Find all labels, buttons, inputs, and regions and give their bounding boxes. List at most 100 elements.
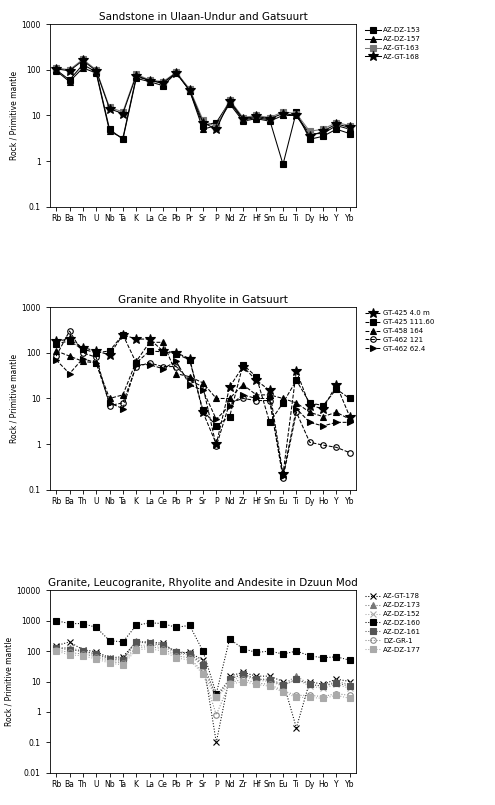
- AZ-DZ-161: [80, 646, 86, 656]
- Line: GT-462 121: GT-462 121: [53, 328, 352, 481]
- AZ-DZ-173: [147, 638, 152, 648]
- AZ-DZ-152: [160, 642, 166, 651]
- AZ-GT-178: [93, 647, 99, 657]
- Line: AZ-DZ-177: AZ-DZ-177: [53, 646, 352, 701]
- Y-axis label: Rock / Primitive mantle: Rock / Primitive mantle: [4, 637, 13, 726]
- GT-458 164: [240, 380, 246, 390]
- GT-462 121: [187, 375, 193, 385]
- GT-425 111.60: [347, 394, 353, 403]
- GT-425 111.60: [120, 330, 126, 340]
- DZ-GR-1: [227, 678, 233, 687]
- AZ-GT-178: [80, 645, 86, 654]
- GT-462 121: [147, 358, 152, 368]
- GT-458 164: [147, 337, 152, 347]
- AZ-DZ-173: [347, 679, 353, 689]
- AZ-DZ-153: [147, 76, 152, 86]
- AZ-GT-178: [173, 648, 179, 658]
- AZ-DZ-157: [227, 99, 233, 109]
- AZ-DZ-160: [307, 651, 313, 661]
- GT-425 111.60: [106, 346, 112, 356]
- AZ-DZ-157: [133, 72, 139, 81]
- AZ-DZ-157: [280, 110, 286, 120]
- GT-425 4.0 m: [294, 366, 299, 376]
- GT-462 62.4: [267, 394, 273, 403]
- GT-458 164: [253, 390, 259, 400]
- AZ-GT-178: [307, 677, 313, 687]
- GT-462 62.4: [200, 386, 206, 395]
- AZ-DZ-152: [253, 675, 259, 685]
- GT-462 121: [173, 361, 179, 371]
- AZ-DZ-153: [294, 107, 299, 117]
- GT-425 111.60: [334, 384, 340, 394]
- AZ-DZ-173: [240, 669, 246, 679]
- GT-425 111.60: [80, 345, 86, 354]
- GT-425 4.0 m: [200, 407, 206, 417]
- AZ-GT-163: [200, 115, 206, 125]
- AZ-DZ-177: [53, 646, 59, 656]
- GT-425 4.0 m: [106, 350, 112, 360]
- Line: DZ-GR-1: DZ-GR-1: [53, 644, 352, 718]
- GT-425 4.0 m: [280, 469, 286, 479]
- GT-458 164: [160, 337, 166, 347]
- AZ-GT-178: [200, 655, 206, 665]
- AZ-DZ-152: [213, 692, 219, 702]
- AZ-DZ-153: [133, 73, 139, 83]
- GT-462 121: [227, 398, 233, 407]
- AZ-DZ-160: [53, 616, 59, 625]
- GT-462 62.4: [66, 369, 72, 378]
- AZ-DZ-153: [93, 67, 99, 76]
- AZ-DZ-161: [133, 637, 139, 646]
- GT-462 121: [267, 396, 273, 406]
- GT-458 164: [227, 394, 233, 403]
- GT-462 62.4: [307, 418, 313, 427]
- AZ-DZ-177: [213, 692, 219, 702]
- GT-425 111.60: [200, 406, 206, 415]
- AZ-DZ-177: [253, 679, 259, 689]
- AZ-DZ-160: [106, 636, 112, 646]
- AZ-GT-168: [294, 110, 299, 120]
- AZ-GT-178: [66, 637, 72, 646]
- AZ-DZ-152: [200, 663, 206, 672]
- AZ-GT-168: [160, 78, 166, 88]
- AZ-DZ-157: [106, 126, 112, 136]
- GT-462 62.4: [133, 360, 139, 369]
- AZ-GT-178: [347, 677, 353, 687]
- GT-458 164: [200, 378, 206, 388]
- AZ-DZ-153: [160, 80, 166, 90]
- Title: Sandstone in Ulaan-Undur and Gatsuurt: Sandstone in Ulaan-Undur and Gatsuurt: [99, 12, 307, 22]
- AZ-DZ-160: [160, 619, 166, 629]
- AZ-GT-178: [120, 652, 126, 662]
- GT-462 121: [200, 382, 206, 392]
- AZ-DZ-173: [267, 675, 273, 684]
- AZ-DZ-177: [307, 692, 313, 702]
- AZ-DZ-173: [320, 681, 326, 691]
- AZ-DZ-152: [120, 657, 126, 667]
- GT-462 121: [133, 361, 139, 371]
- AZ-GT-178: [280, 677, 286, 687]
- AZ-DZ-173: [93, 649, 99, 658]
- AZ-DZ-152: [240, 671, 246, 681]
- AZ-DZ-157: [173, 67, 179, 76]
- AZ-GT-168: [280, 109, 286, 118]
- Line: AZ-DZ-153: AZ-DZ-153: [53, 62, 352, 167]
- AZ-DZ-160: [120, 637, 126, 646]
- AZ-DZ-153: [120, 134, 126, 144]
- AZ-DZ-161: [53, 642, 59, 652]
- AZ-DZ-153: [213, 118, 219, 127]
- GT-462 62.4: [253, 394, 259, 403]
- GT-462 62.4: [120, 404, 126, 414]
- AZ-DZ-157: [267, 116, 273, 126]
- Y-axis label: Rock / Primitive mantle: Rock / Primitive mantle: [9, 71, 18, 160]
- AZ-DZ-157: [320, 129, 326, 138]
- GT-462 121: [53, 351, 59, 361]
- AZ-GT-168: [120, 109, 126, 118]
- AZ-DZ-153: [307, 134, 313, 144]
- AZ-DZ-157: [187, 86, 193, 96]
- AZ-DZ-177: [80, 651, 86, 661]
- Legend: AZ-GT-178, AZ-DZ-173, AZ-DZ-152, AZ-DZ-160, AZ-DZ-161, DZ-GR-1, AZ-DZ-177: AZ-GT-178, AZ-DZ-173, AZ-DZ-152, AZ-DZ-1…: [362, 590, 424, 656]
- AZ-DZ-161: [200, 660, 206, 670]
- AZ-DZ-152: [187, 650, 193, 660]
- AZ-GT-168: [267, 114, 273, 123]
- GT-462 121: [240, 394, 246, 403]
- GT-425 4.0 m: [133, 334, 139, 344]
